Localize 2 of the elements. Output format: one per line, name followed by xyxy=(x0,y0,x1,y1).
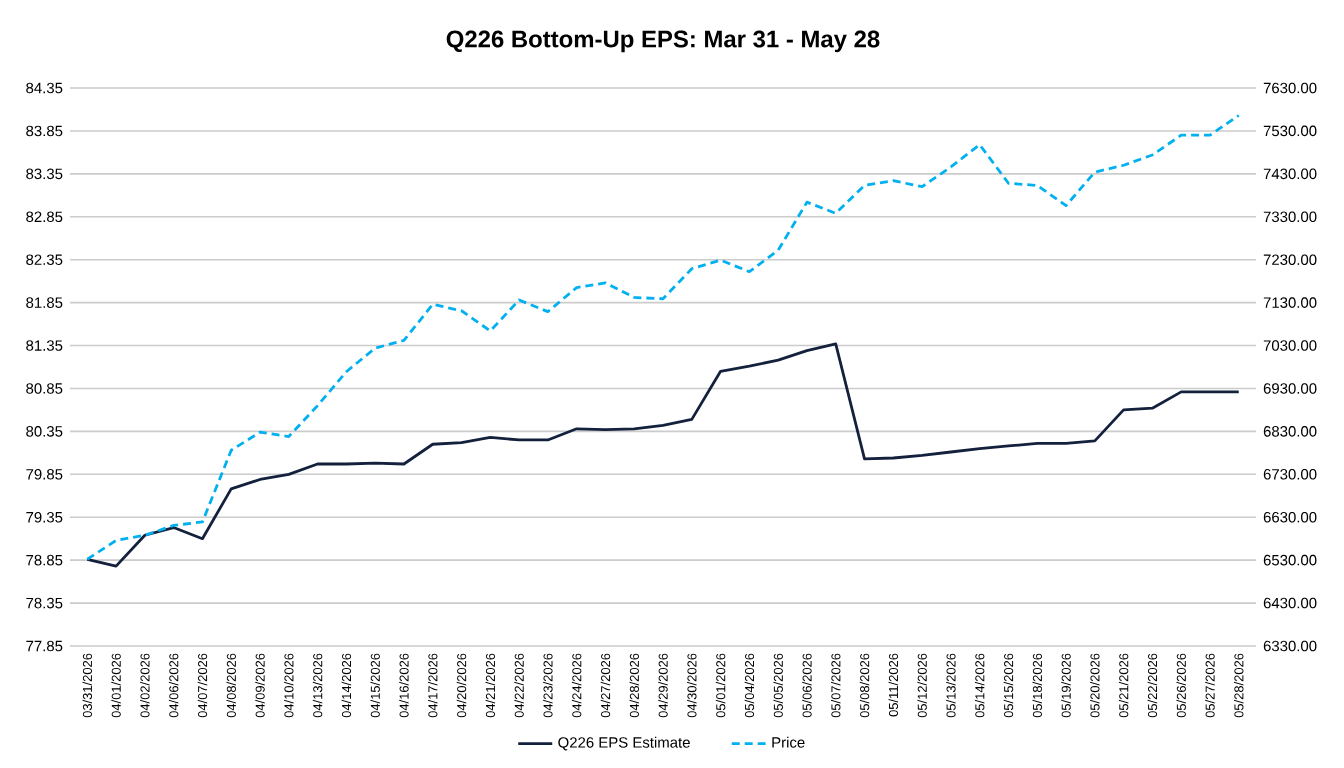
line-series xyxy=(85,114,1241,561)
chart-title: Q226 Bottom-Up EPS: Mar 31 - May 28 xyxy=(446,30,880,53)
